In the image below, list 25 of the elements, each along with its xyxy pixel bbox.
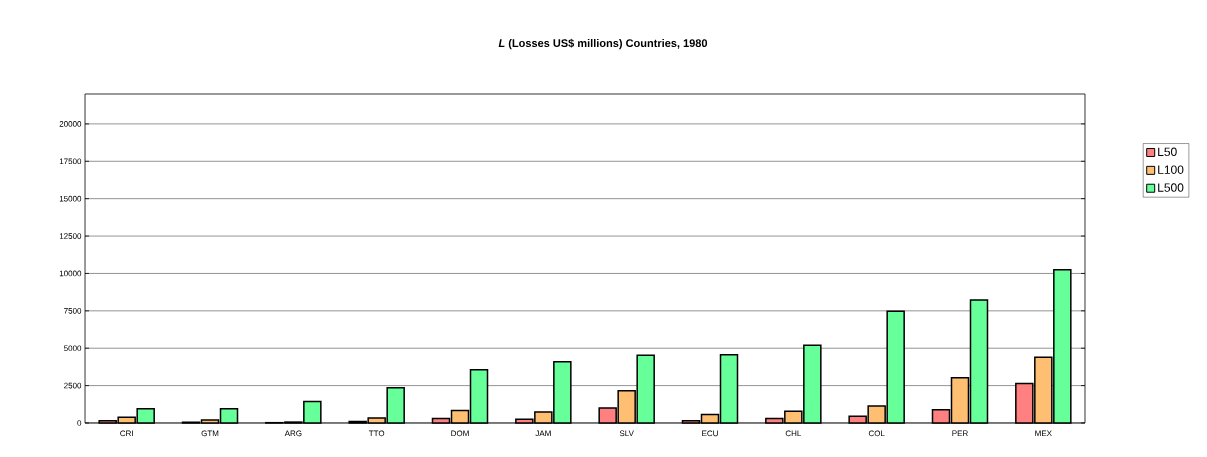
x-tick-label: ARG: [284, 430, 302, 437]
x-tick-label: TTO: [368, 430, 385, 437]
y-tick-label: 12500: [59, 233, 82, 239]
x-tick-label: SLV: [619, 430, 634, 437]
x-tick-label: GTM: [201, 430, 219, 437]
chart-title: L (Losses US$ millions) Countries, 1980: [498, 38, 708, 50]
legend-label: L500: [1158, 183, 1184, 192]
y-tick-label: 0: [77, 420, 82, 426]
x-tick-label: COL: [868, 430, 885, 437]
x-tick-label: PER: [952, 430, 968, 437]
legend-label: L50: [1158, 147, 1177, 157]
x-tick-label: DOM: [451, 430, 469, 437]
x-tick-label: CRI: [120, 430, 133, 437]
y-tick-label: 17500: [59, 158, 82, 165]
y-tick-label: 2500: [64, 382, 82, 389]
y-tick-label: 15000: [59, 195, 82, 202]
y-tick-label: 7500: [64, 308, 82, 314]
y-tick-label: 10000: [59, 270, 82, 277]
x-tick-label: MEX: [1035, 430, 1052, 437]
y-tick-label: 5000: [64, 345, 82, 352]
y-tick-label: 20000: [59, 121, 82, 127]
legend-label: L100: [1158, 165, 1184, 174]
x-tick-label: CHL: [785, 430, 802, 437]
x-tick-label: JAM: [535, 430, 551, 437]
x-tick-label: ECU: [702, 430, 718, 437]
